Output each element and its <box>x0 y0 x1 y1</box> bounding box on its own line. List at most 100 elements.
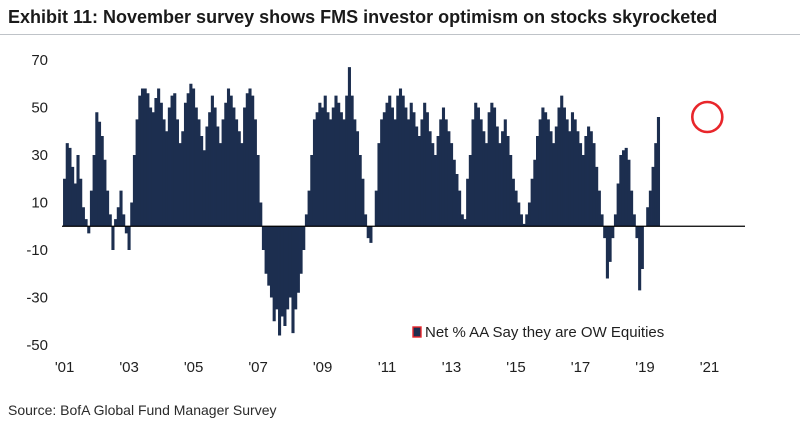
title-divider <box>0 34 800 35</box>
bar <box>321 107 325 227</box>
bar <box>431 143 435 227</box>
bar <box>189 83 193 227</box>
x-tick-label: '07 <box>248 359 268 376</box>
bar <box>557 107 561 227</box>
bar <box>401 95 405 227</box>
bar <box>533 159 537 227</box>
bar <box>342 119 346 227</box>
bar <box>65 143 69 227</box>
bar <box>100 136 104 227</box>
x-tick-label: '13 <box>442 359 462 376</box>
bar <box>205 126 209 227</box>
bar <box>498 143 502 227</box>
bar <box>608 226 612 262</box>
bar <box>581 155 585 227</box>
bar <box>530 178 534 227</box>
bar <box>423 102 427 227</box>
bar <box>541 107 545 227</box>
bar <box>162 119 166 227</box>
bar <box>302 226 306 250</box>
bar <box>638 226 642 291</box>
bar <box>522 223 526 227</box>
chart-title: Exhibit 11: November survey shows FMS in… <box>8 7 718 27</box>
bar <box>210 95 214 227</box>
bar <box>369 226 373 243</box>
bar <box>479 119 483 227</box>
bar <box>549 131 553 227</box>
bar <box>385 102 389 227</box>
bar <box>288 226 292 298</box>
bar <box>595 166 599 227</box>
bar <box>111 226 115 250</box>
bar <box>132 155 136 227</box>
bar <box>656 117 661 227</box>
bar <box>130 202 134 227</box>
bar <box>353 119 357 227</box>
bar <box>159 102 163 227</box>
bar <box>151 112 155 227</box>
bar <box>361 178 365 227</box>
bar <box>232 107 236 227</box>
highlight-circle <box>690 100 724 134</box>
bar <box>97 121 102 227</box>
bar <box>194 107 198 227</box>
bar <box>226 88 231 227</box>
bar <box>474 102 478 227</box>
bar <box>573 119 577 227</box>
bar <box>119 190 123 227</box>
bar <box>519 214 523 227</box>
bar <box>183 102 188 227</box>
x-tick-label: '17 <box>571 359 591 376</box>
bar <box>570 112 575 227</box>
bar <box>79 178 83 227</box>
bar <box>173 93 177 227</box>
bar <box>235 119 239 227</box>
bar <box>280 226 284 317</box>
x-tick-label: '11 <box>378 359 396 376</box>
bar <box>589 131 593 227</box>
bar <box>425 112 429 227</box>
bar <box>339 112 343 227</box>
bar <box>89 190 93 227</box>
bar <box>237 131 241 227</box>
bar <box>525 214 529 227</box>
bar <box>245 93 249 227</box>
x-axis-tick-labels: '01 '03 '05 '07 '09 '11 '13 '15 '17 '19 '21 <box>55 359 719 376</box>
bar <box>552 143 556 227</box>
bar <box>138 95 142 227</box>
bar <box>116 207 120 227</box>
bar <box>157 88 161 227</box>
bar <box>165 131 169 227</box>
bar <box>315 112 319 227</box>
bar <box>143 88 147 227</box>
bar <box>455 174 459 227</box>
bar <box>404 107 408 227</box>
bar <box>393 119 397 227</box>
bar <box>329 119 333 227</box>
bar <box>568 131 572 227</box>
bar <box>243 107 247 227</box>
bar <box>350 95 354 227</box>
bar <box>264 226 268 274</box>
bar <box>278 226 282 336</box>
bar <box>616 183 620 227</box>
bar <box>256 155 260 227</box>
bar <box>218 143 222 227</box>
bar <box>511 178 515 227</box>
bar <box>326 112 330 227</box>
bar <box>283 226 287 326</box>
bar <box>482 131 486 227</box>
bar <box>600 214 604 227</box>
bar <box>299 226 303 274</box>
bar <box>587 126 591 227</box>
legend: Net % AA Say they are OW Equities <box>412 324 664 341</box>
bar <box>135 119 139 227</box>
bar <box>412 112 416 227</box>
bar <box>127 226 131 250</box>
bar <box>181 131 185 227</box>
bar <box>605 226 609 279</box>
bar <box>197 119 201 227</box>
bar <box>635 226 639 239</box>
bar <box>619 155 623 227</box>
bar <box>76 155 80 227</box>
